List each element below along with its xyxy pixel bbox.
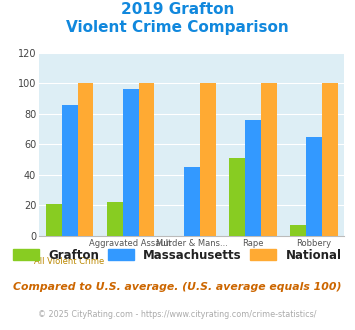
Text: © 2025 CityRating.com - https://www.cityrating.com/crime-statistics/: © 2025 CityRating.com - https://www.city… [38, 311, 317, 319]
Text: 2019 Grafton: 2019 Grafton [121, 2, 234, 16]
Bar [290, 225, 306, 236]
Legend: Grafton, Massachusetts, National: Grafton, Massachusetts, National [9, 244, 346, 266]
Bar [184, 167, 200, 236]
Bar [322, 83, 338, 236]
Text: Compared to U.S. average. (U.S. average equals 100): Compared to U.S. average. (U.S. average … [13, 282, 342, 292]
Text: Robbery: Robbery [296, 239, 331, 248]
Bar [62, 105, 77, 236]
Bar [77, 83, 93, 236]
Text: Murder & Mans...: Murder & Mans... [156, 239, 228, 248]
Bar [46, 204, 62, 236]
Bar [107, 202, 123, 236]
Bar [138, 83, 154, 236]
Bar [245, 120, 261, 236]
Text: Aggravated Assault: Aggravated Assault [89, 239, 172, 248]
Bar [123, 89, 138, 236]
Bar [306, 137, 322, 236]
Text: Violent Crime Comparison: Violent Crime Comparison [66, 20, 289, 35]
Text: All Violent Crime: All Violent Crime [34, 257, 105, 266]
Text: Rape: Rape [242, 239, 263, 248]
Bar [229, 158, 245, 236]
Bar [261, 83, 277, 236]
Bar [200, 83, 215, 236]
